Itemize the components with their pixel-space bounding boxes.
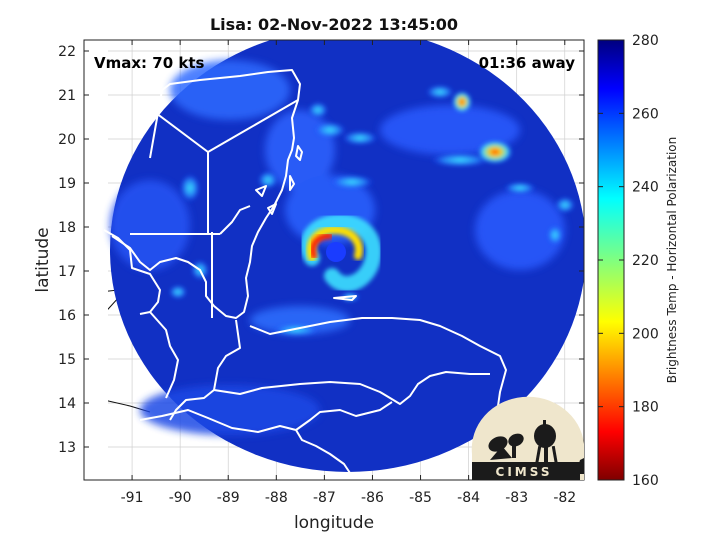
hurricane-core [300, 213, 382, 292]
x-axis-ticks: -91 -90 -89 -88 -87 -86 -85 -84 -83 -82 [121, 40, 576, 506]
x-tick-label: -86 [361, 490, 384, 506]
y-tick-label: 17 [58, 264, 76, 280]
colorbar-tick-label: 280 [632, 33, 659, 49]
cimss-logo-text: CIMSS [496, 465, 553, 479]
coastlines-and-borders [103, 69, 507, 477]
plot-border [83, 39, 585, 481]
vmax-label: Vmax: 70 kts [94, 54, 204, 72]
colorbar-tick-label: 180 [632, 400, 659, 416]
x-axis-label: longitude [294, 513, 374, 533]
colorbar-tick-label: 200 [632, 326, 659, 342]
colorbar-tick-label: 160 [632, 473, 659, 489]
x-tick-label: -82 [553, 490, 576, 506]
y-axis-label: latitude [33, 227, 53, 292]
y-tick-label: 20 [58, 132, 76, 148]
chart-title: Lisa: 02-Nov-2022 13:45:00 [210, 15, 458, 34]
y-tick-label: 15 [58, 352, 76, 368]
y-tick-label: 22 [58, 44, 76, 60]
x-tick-label: -90 [169, 490, 192, 506]
x-tick-label: -84 [457, 490, 480, 506]
y-tick-label: 14 [58, 396, 76, 412]
time-away-label: 01:36 away [479, 54, 576, 72]
x-tick-label: -85 [409, 490, 432, 506]
cimss-logo: CIMSS [471, 396, 584, 480]
colorbar-tick-label: 220 [632, 253, 659, 269]
colorbar-tick-label: 240 [632, 180, 659, 196]
colorbar-tick-label: 260 [632, 106, 659, 122]
y-tick-label: 18 [58, 220, 76, 236]
colorbar-label: Brightness Temp - Horizontal Polarizatio… [665, 137, 679, 384]
x-tick-label: -83 [505, 490, 528, 506]
x-tick-label: -91 [121, 490, 144, 506]
y-tick-label: 21 [58, 88, 76, 104]
colorbar-ticks: 160 180 200 220 240 260 280 [598, 33, 659, 489]
y-tick-label: 13 [58, 440, 76, 456]
x-tick-label: -89 [217, 490, 240, 506]
microwave-swath [84, 40, 584, 480]
y-tick-label: 19 [58, 176, 76, 192]
y-tick-label: 16 [58, 308, 76, 324]
x-tick-label: -87 [313, 490, 336, 506]
y-axis-ticks: 13 14 15 16 17 18 19 20 21 22 [58, 44, 584, 456]
x-tick-label: -88 [265, 490, 288, 506]
